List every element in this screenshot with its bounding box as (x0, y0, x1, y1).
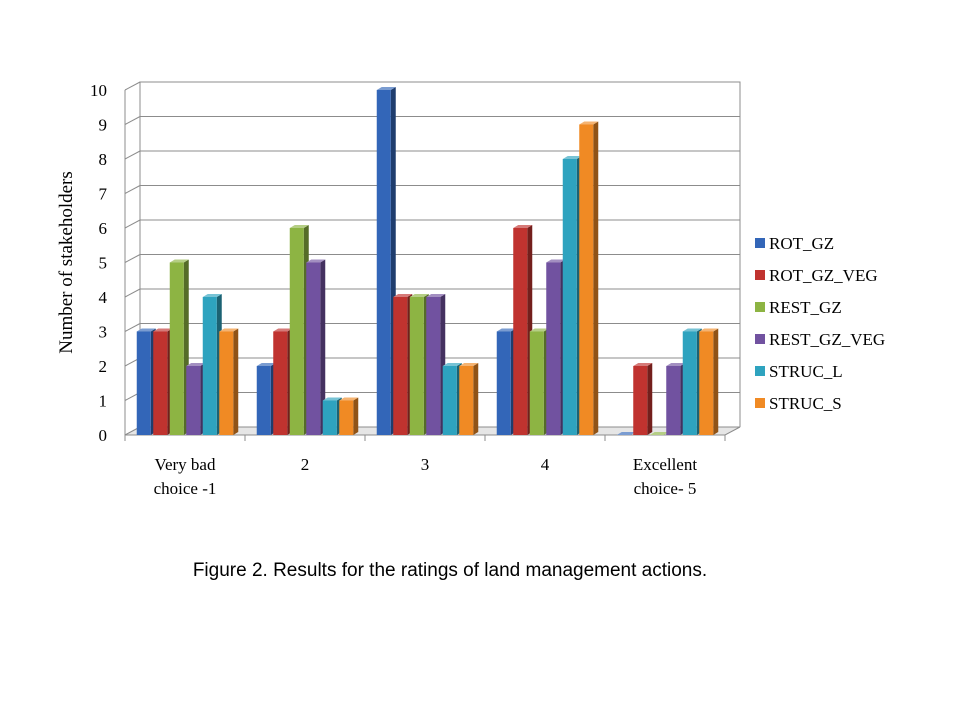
bar-struc-s (699, 328, 719, 435)
bar-struc-s (339, 397, 359, 435)
legend-swatch (755, 238, 765, 248)
gridline-side (124, 254, 141, 263)
gridline-side (124, 116, 141, 125)
bar-rot-gz (376, 87, 396, 435)
bar-rest-gz-veg (666, 363, 686, 435)
bar-rest-gz (649, 432, 669, 435)
figure-caption: Figure 2. Results for the ratings of lan… (192, 560, 708, 581)
legend-swatch (755, 398, 765, 408)
legend-label: ROT_GZ_VEG (769, 266, 878, 285)
legend-swatch (755, 366, 765, 376)
y-tick-label: 10 (90, 81, 107, 100)
bar-rest-gz (169, 259, 189, 435)
bar-rot-gz (136, 328, 156, 435)
bar-rest-gz-veg (426, 294, 446, 435)
bar-rot-gz-veg (633, 363, 653, 435)
bar-rot-gz (496, 328, 516, 435)
x-tick-label: 2 (301, 455, 310, 474)
bar-struc-l (322, 397, 342, 435)
y-tick-label: 0 (99, 426, 108, 445)
y-tick-label: 5 (99, 254, 108, 273)
y-tick-label: 3 (99, 323, 108, 342)
bar-struc-l (562, 156, 582, 435)
bar-rot-gz-veg (153, 328, 173, 435)
bar-struc-s (459, 363, 479, 435)
bar-struc-s (579, 121, 599, 435)
bar-rot-gz-veg (273, 328, 293, 435)
gridline-side (124, 323, 141, 332)
y-tick-label: 1 (99, 392, 108, 411)
gridline-side (124, 219, 141, 229)
legend-label: STRUC_S (769, 394, 842, 413)
bar-rot-gz (256, 363, 276, 435)
legend-label: ROT_GZ (769, 234, 834, 253)
y-tick-label: 7 (99, 185, 108, 204)
bar-rest-gz (289, 225, 309, 435)
bar-rot-gz-veg (393, 294, 413, 435)
bar-rot-gz (616, 432, 636, 435)
y-tick-label: 9 (99, 116, 108, 135)
bar-rest-gz-veg (306, 259, 326, 435)
legend-swatch (755, 270, 765, 280)
y-axis-title: Number of stakeholders (56, 171, 77, 354)
gridline-side (124, 150, 141, 160)
gridline-side (124, 81, 141, 91)
x-tick-label: Excellent choice- 5 (633, 455, 697, 498)
x-tick-label: 4 (541, 455, 550, 474)
legend-label: REST_GZ (769, 298, 842, 317)
bar-rest-gz (409, 294, 429, 435)
bar-rest-gz (529, 328, 549, 435)
bar-rest-gz-veg (186, 363, 206, 435)
gridline-side (124, 288, 141, 298)
y-tick-label: 6 (99, 219, 108, 238)
bar-struc-l (682, 328, 702, 435)
y-tick-label: 8 (99, 150, 108, 169)
y-tick-label: 4 (99, 288, 108, 307)
legend-label: STRUC_L (769, 362, 843, 381)
x-tick-label: Very bad choice -1 (154, 455, 217, 498)
bar-struc-l (442, 363, 462, 435)
legend-label: REST_GZ_VEG (769, 330, 885, 349)
legend-swatch (755, 334, 765, 344)
x-tick-label: 3 (421, 455, 430, 474)
gridline-side (124, 185, 141, 194)
bar-rest-gz-veg (546, 259, 566, 435)
y-tick-label: 2 (99, 357, 108, 376)
bar-struc-s (219, 328, 239, 435)
legend-swatch (755, 302, 765, 312)
bar-rot-gz-veg (513, 225, 533, 435)
bar-struc-l (202, 294, 222, 435)
